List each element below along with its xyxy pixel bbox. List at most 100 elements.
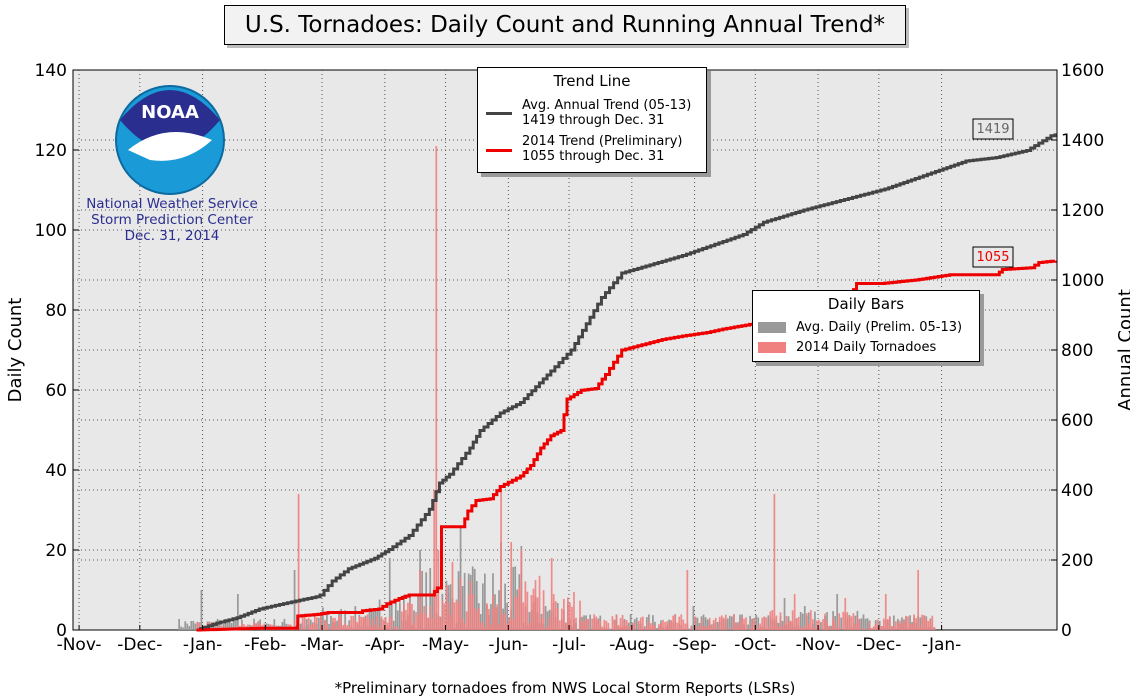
- bar-2014: [830, 628, 832, 630]
- bar-2014: [862, 627, 865, 630]
- bar-2014: [834, 621, 837, 630]
- bars-legend-swatch-avg: [758, 322, 786, 333]
- bar-2014: [648, 620, 650, 630]
- bar-2014: [797, 616, 800, 630]
- bar-2014: [791, 610, 794, 630]
- x-tick-label: -Jun-: [488, 635, 528, 655]
- bar-2014: [374, 624, 377, 630]
- bar-2014: [637, 620, 640, 630]
- bar-2014: [803, 626, 806, 630]
- bar-2014: [603, 619, 606, 630]
- chart-title: U.S. Tornadoes: Daily Count and Running …: [224, 5, 906, 45]
- bar-avg: [635, 617, 638, 630]
- bar-2014: [366, 614, 369, 630]
- bar-2014: [785, 616, 788, 630]
- bar-2014: [757, 625, 760, 630]
- bar-2014: [413, 623, 415, 630]
- bar-avg: [781, 620, 784, 630]
- bar-2014: [403, 604, 405, 630]
- bar-2014: [777, 626, 780, 630]
- bar-2014: [293, 619, 296, 630]
- bar-2014: [696, 628, 699, 630]
- bar-2014: [617, 625, 620, 630]
- bar-2014: [759, 623, 762, 630]
- bar-2014: [927, 620, 930, 630]
- bar-2014: [899, 620, 901, 630]
- bar-2014: [196, 622, 199, 630]
- bar-2014: [301, 616, 304, 630]
- bar-2014: [611, 616, 614, 630]
- y-tick-label: 40: [45, 461, 67, 481]
- bar-2014: [518, 587, 521, 630]
- bar-avg: [232, 619, 235, 630]
- bar-2014: [344, 622, 347, 630]
- bar-avg: [909, 615, 911, 630]
- bar-2014: [473, 608, 476, 630]
- bar-2014: [931, 615, 934, 630]
- bar-avg: [273, 619, 276, 630]
- bar-2014: [714, 617, 717, 630]
- bar-2014: [524, 581, 527, 630]
- bar-avg: [234, 619, 237, 630]
- bar-2014: [360, 616, 363, 630]
- bar-2014: [390, 616, 393, 630]
- bar-2014: [872, 626, 875, 630]
- bar-2014: [781, 626, 784, 630]
- y-axis-right-label: Annual Count: [1115, 289, 1130, 411]
- bar-2014: [307, 617, 310, 630]
- bar-avg: [656, 628, 658, 630]
- bar-2014: [471, 593, 474, 630]
- bar-2014: [587, 619, 589, 630]
- bar-avg: [755, 614, 758, 630]
- bar-2014: [396, 626, 399, 630]
- bar-2014: [870, 628, 873, 630]
- x-axis: -Nov- -Dec- -Jan- -Feb- -Mar- -Apr- -May- -Jun-…: [57, 625, 961, 655]
- bar-2014: [893, 625, 895, 630]
- x-tick-label: -Sep-: [672, 635, 716, 655]
- y-axis-right: 0 200 400 600 800 1000 1200 1400 1600: [1051, 61, 1104, 641]
- bar-2014: [496, 604, 498, 630]
- bar-2014: [548, 617, 551, 630]
- bar-2014: [516, 597, 519, 630]
- bar-avg: [180, 626, 183, 630]
- bar-2014: [372, 618, 375, 630]
- bar-avg: [577, 628, 579, 630]
- bar-2014: [530, 595, 533, 630]
- y2-tick-label: 800: [1061, 341, 1093, 361]
- bar-avg: [783, 598, 786, 630]
- bar-2014: [463, 623, 466, 630]
- bar-2014: [544, 628, 547, 630]
- bar-2014: [423, 605, 425, 630]
- bar-2014: [848, 616, 851, 630]
- y2-tick-label: 400: [1061, 481, 1093, 501]
- bar-avg: [747, 624, 749, 630]
- bar-2014: [729, 627, 731, 630]
- bar-2014: [627, 626, 630, 630]
- bar-2014: [313, 615, 316, 630]
- bar-2014: [913, 614, 915, 630]
- bar-avg: [188, 626, 191, 630]
- bar-avg: [893, 615, 895, 630]
- bar-2014: [712, 620, 715, 630]
- bar-2014: [384, 616, 387, 630]
- bar-2014: [686, 570, 689, 630]
- bar-2014: [500, 490, 502, 630]
- bar-2014: [358, 616, 361, 630]
- bar-2014: [479, 622, 482, 630]
- bar-2014: [789, 620, 792, 630]
- bar-avg: [696, 617, 699, 630]
- bar-2014: [322, 626, 324, 630]
- bar-avg: [226, 621, 229, 630]
- bar-2014: [512, 618, 515, 630]
- bar-2014: [895, 621, 897, 630]
- bar-avg: [178, 618, 181, 630]
- bar-2014: [526, 591, 529, 630]
- bar-2014: [346, 625, 349, 630]
- bar-2014: [826, 621, 828, 630]
- bar-2014: [591, 618, 594, 630]
- bar-2014: [769, 611, 772, 630]
- bar-2014: [660, 623, 662, 630]
- trend-line: [196, 259, 1057, 632]
- y-tick-label: 100: [35, 221, 67, 241]
- noaa-line-3: Dec. 31, 2014: [124, 228, 220, 244]
